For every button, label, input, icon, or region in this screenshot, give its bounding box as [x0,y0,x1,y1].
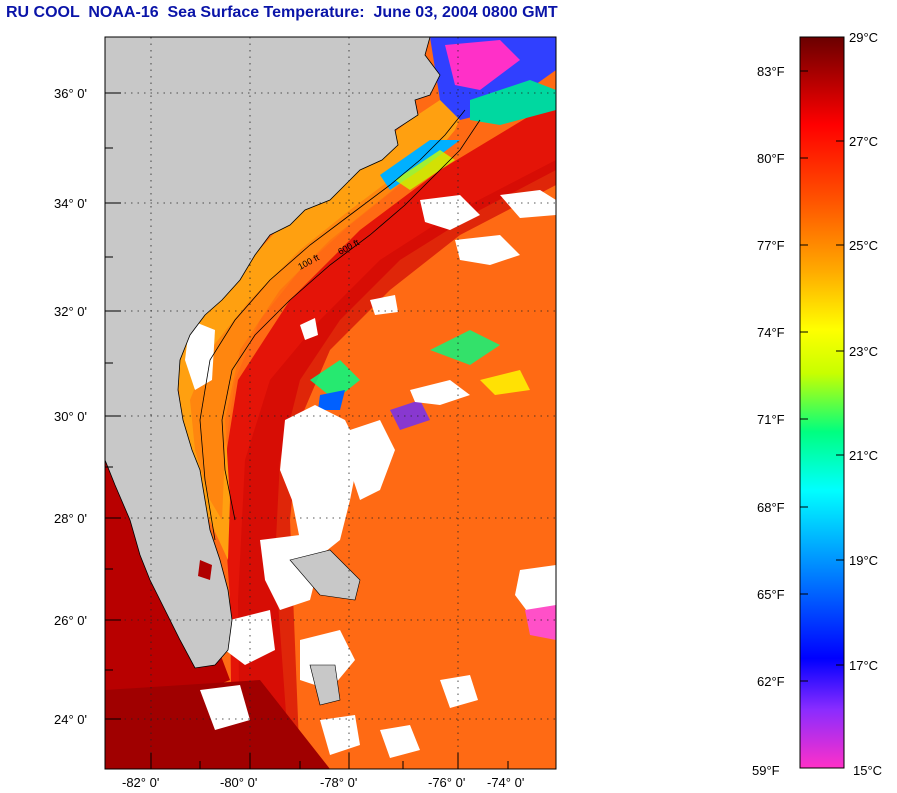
cb-f-62: 62°F [757,674,785,689]
lon-label-76: -76° 0' [428,775,465,790]
cb-f-68: 68°F [757,500,785,515]
lon-label-82: -82° 0' [122,775,159,790]
cb-c-27: 27°C [849,134,878,149]
lon-label-74: -74° 0' [487,775,524,790]
cb-c-15: 15°C [853,763,882,778]
lon-label-80: -80° 0' [220,775,257,790]
bahamas-islands [289,549,361,601]
cb-f-80: 80°F [757,151,785,166]
cb-f-74: 74°F [757,325,785,340]
page-title: RU COOL NOAA-16 Sea Surface Temperature:… [6,4,558,21]
lat-label-34: 34° 0' [54,196,87,211]
lon-tick-labels: -82° 0' -80° 0' -78° 0' -76° 0' -74° 0' [122,775,524,790]
cb-f-65: 65°F [757,587,785,602]
cb-c-17: 17°C [849,658,878,673]
axis-ticks [105,92,509,769]
lat-label-24: 24° 0' [54,712,87,727]
lat-label-30: 30° 0' [54,409,87,424]
cb-c-25: 25°C [849,238,878,253]
lat-label-28: 28° 0' [54,511,87,526]
cb-f-77: 77°F [757,238,785,253]
colorbar-gradient [799,36,845,769]
lat-label-26: 26° 0' [54,613,87,628]
lat-label-32: 32° 0' [54,304,87,319]
cb-c-23: 23°C [849,344,878,359]
isobath-contour [199,109,466,541]
map-frame [104,36,557,770]
cb-f-83: 83°F [757,64,785,79]
cb-f-59: 59°F [752,763,780,778]
sst-map[interactable]: 100 ft 600 ft [105,37,556,769]
cb-c-29: 29°C [849,30,878,45]
cb-c-21: 21°C [849,448,878,463]
lat-label-36: 36° 0' [54,86,87,101]
colorbar: 29°C 27°C 25°C 23°C 21°C 19°C 17°C 15°C … [752,30,882,778]
land-mass [105,37,441,669]
lon-label-78: -78° 0' [320,775,357,790]
cb-c-19: 19°C [849,553,878,568]
lat-tick-labels: 36° 0' 34° 0' 32° 0' 30° 0' 28° 0' 26° 0… [54,86,87,727]
cb-f-71: 71°F [757,412,785,427]
